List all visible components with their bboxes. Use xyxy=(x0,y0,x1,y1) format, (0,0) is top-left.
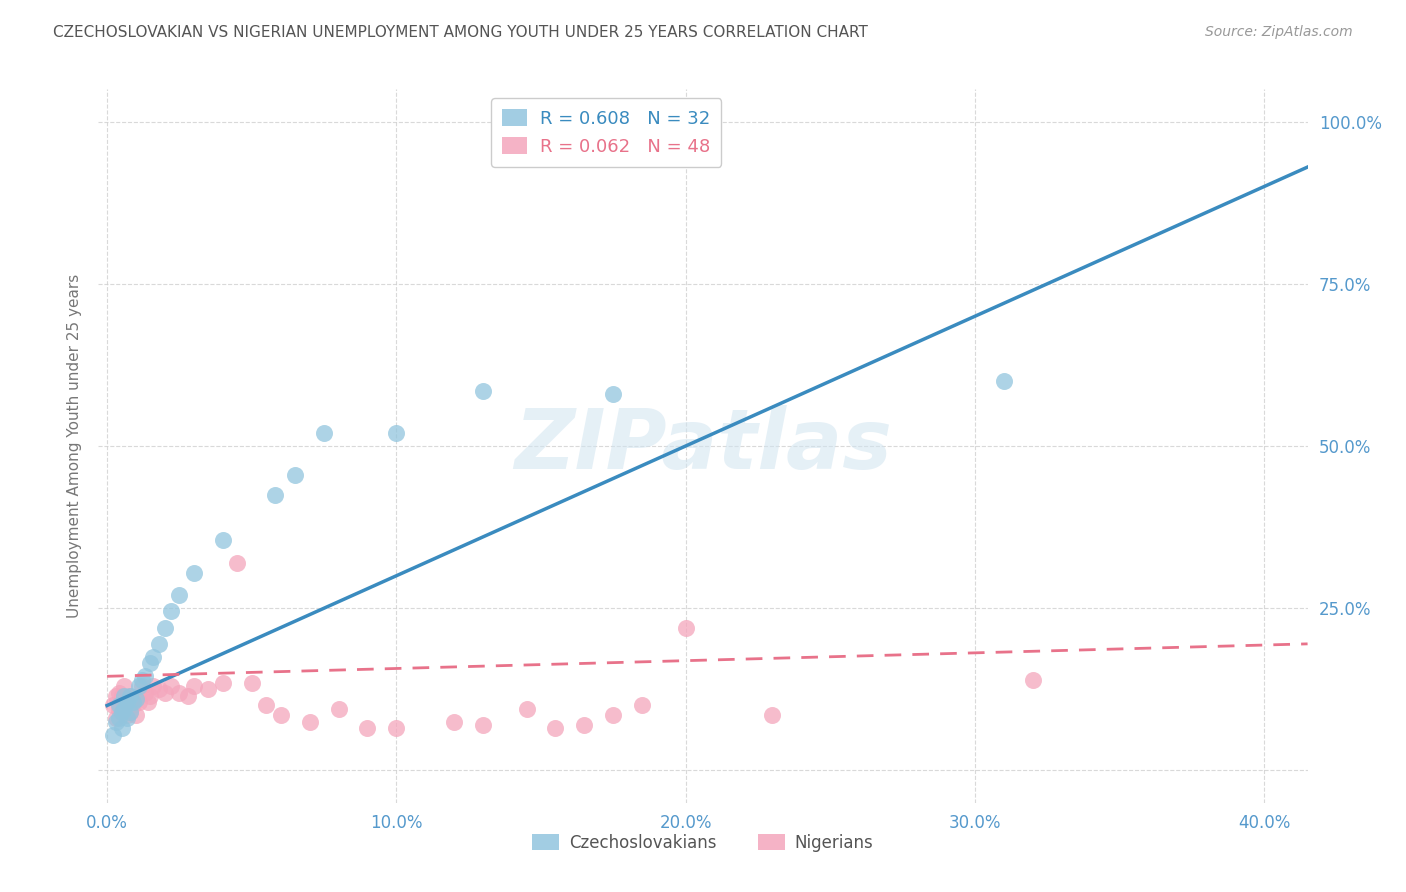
Point xyxy=(107,698,129,713)
Point xyxy=(675,621,697,635)
Point xyxy=(110,721,132,735)
Point xyxy=(153,621,176,635)
Point xyxy=(298,714,321,729)
Point xyxy=(139,657,162,671)
Point xyxy=(328,702,350,716)
Point xyxy=(993,374,1015,388)
Point xyxy=(131,679,153,693)
Point xyxy=(114,702,136,716)
Point xyxy=(101,728,124,742)
Point xyxy=(117,695,139,709)
Point xyxy=(125,692,148,706)
Point xyxy=(134,669,156,683)
Point xyxy=(117,711,139,725)
Point xyxy=(284,468,307,483)
Point xyxy=(183,679,205,693)
Point xyxy=(515,702,537,716)
Point xyxy=(169,685,191,699)
Point xyxy=(544,721,567,735)
Point xyxy=(211,675,233,690)
Point xyxy=(117,692,139,706)
Point xyxy=(120,689,142,703)
Point xyxy=(114,695,136,709)
Point xyxy=(574,718,596,732)
Point xyxy=(169,588,191,602)
Text: CZECHOSLOVAKIAN VS NIGERIAN UNEMPLOYMENT AMONG YOUTH UNDER 25 YEARS CORRELATION : CZECHOSLOVAKIAN VS NIGERIAN UNEMPLOYMENT… xyxy=(53,25,869,40)
Legend: Czechoslovakians, Nigerians: Czechoslovakians, Nigerians xyxy=(526,828,880,859)
Point xyxy=(1022,673,1045,687)
Point xyxy=(270,708,292,723)
Point xyxy=(107,711,129,725)
Point xyxy=(602,708,624,723)
Point xyxy=(131,673,153,687)
Point xyxy=(443,714,465,729)
Point xyxy=(110,689,132,703)
Point xyxy=(139,689,162,703)
Point xyxy=(183,566,205,580)
Point xyxy=(472,384,495,398)
Point xyxy=(120,705,142,719)
Point xyxy=(159,679,181,693)
Point xyxy=(159,604,181,618)
Y-axis label: Unemployment Among Youth under 25 years: Unemployment Among Youth under 25 years xyxy=(66,274,82,618)
Point xyxy=(472,718,495,732)
Point xyxy=(177,689,200,703)
Point xyxy=(148,637,170,651)
Point xyxy=(128,695,150,709)
Point xyxy=(122,698,145,713)
Point xyxy=(356,721,378,735)
Point xyxy=(114,679,136,693)
Point xyxy=(240,675,263,690)
Point xyxy=(211,533,233,547)
Point xyxy=(128,679,150,693)
Point xyxy=(264,488,287,502)
Point xyxy=(110,705,132,719)
Point xyxy=(385,721,408,735)
Point xyxy=(761,708,783,723)
Point xyxy=(101,698,124,713)
Point xyxy=(142,649,165,664)
Point xyxy=(120,689,142,703)
Point xyxy=(125,708,148,723)
Text: Source: ZipAtlas.com: Source: ZipAtlas.com xyxy=(1205,25,1353,39)
Point xyxy=(136,695,159,709)
Point xyxy=(631,698,654,713)
Point xyxy=(114,689,136,703)
Point xyxy=(104,689,127,703)
Text: ZIPatlas: ZIPatlas xyxy=(515,406,891,486)
Point xyxy=(254,698,277,713)
Point xyxy=(312,425,335,440)
Point xyxy=(125,692,148,706)
Point xyxy=(104,714,127,729)
Point xyxy=(104,711,127,725)
Point xyxy=(110,705,132,719)
Point xyxy=(134,685,156,699)
Point xyxy=(385,425,408,440)
Point xyxy=(148,682,170,697)
Point xyxy=(197,682,219,697)
Point xyxy=(107,702,129,716)
Point xyxy=(142,679,165,693)
Point xyxy=(107,685,129,699)
Point xyxy=(117,708,139,723)
Point xyxy=(122,695,145,709)
Point xyxy=(226,556,249,570)
Point xyxy=(153,685,176,699)
Point xyxy=(120,705,142,719)
Point xyxy=(602,387,624,401)
